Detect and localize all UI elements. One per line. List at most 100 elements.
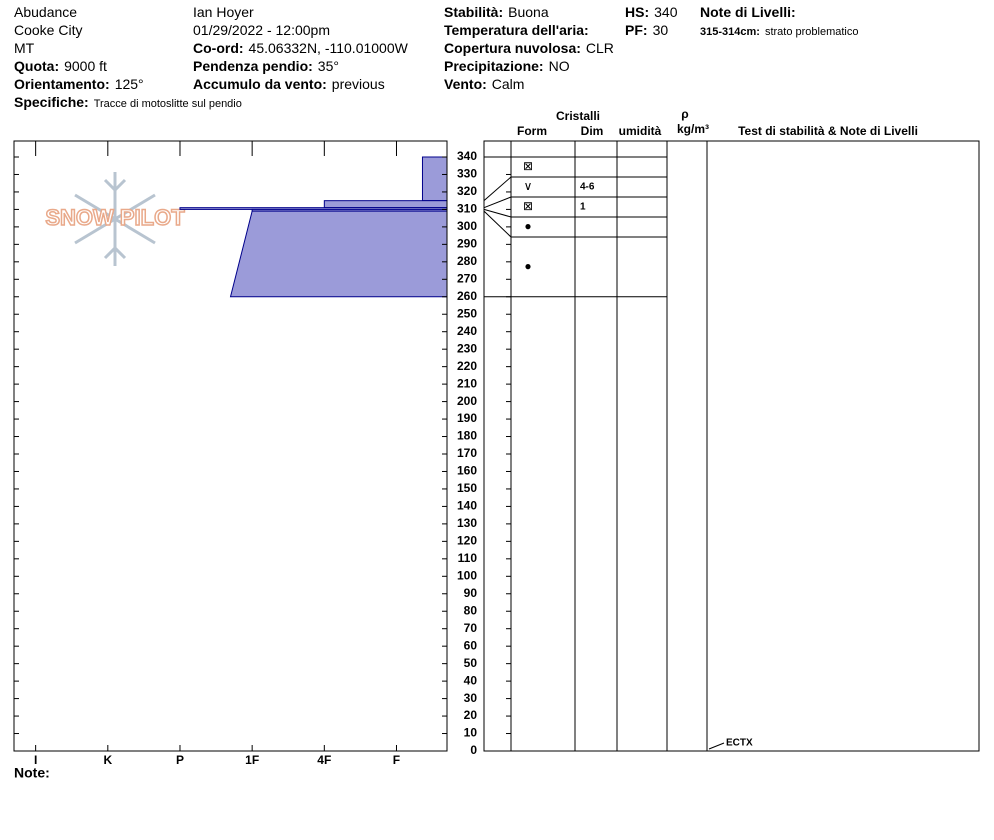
y-tick-label: 300 [457,219,477,233]
table-header: Test di stabilità & Note di Livelli [738,124,918,138]
header-value: Cooke City [14,22,83,38]
table-frame [483,140,980,752]
header-field: Note di Livelli: [700,4,801,20]
header-label: 315-314cm: [700,26,760,38]
y-tick-label: 220 [457,359,477,373]
table-header: Form [517,124,547,138]
header-label: Quota: [14,58,60,74]
header-value: 340 [654,4,678,20]
y-tick-label: 150 [457,481,477,495]
header-label: Specifiche: [14,94,89,110]
header-label: HS: [625,4,650,20]
header-field: PF: 30 [625,22,668,38]
layer-size: 4-6 [580,182,595,193]
y-tick-label: 20 [464,708,478,722]
note-label: Note: [14,765,50,781]
header-field: Orientamento: 125° [14,76,144,92]
header-value: CLR [585,40,614,56]
y-tick-label: 330 [457,167,477,181]
y-tick-label: 40 [464,673,478,687]
header-label: Accumulo da vento: [193,76,327,92]
header-label: Temperatura dell'aria: [444,22,589,38]
header-field: Precipitazione: NO [444,58,570,74]
header-label: Pendenza pendio: [193,58,313,74]
header-label: Note di Livelli: [700,4,796,20]
table-header: Cristalli [556,109,600,123]
header-field: Quota: 9000 ft [14,58,107,74]
y-tick-label: 320 [457,184,477,198]
layer-connector [483,196,512,209]
y-tick-label: 90 [464,586,478,600]
x-tick-label: K [103,753,112,767]
y-tick-label: 230 [457,341,477,355]
header-field: Pendenza pendio: 35° [193,58,339,74]
x-tick-label: 4F [317,753,331,767]
x-tick-label: F [393,753,400,767]
logo-text: SNOW PILOT [45,205,185,230]
header-value: Ian Hoyer [193,4,254,20]
header-value: 9000 ft [64,58,107,74]
y-tick-label: 290 [457,237,477,251]
header-value: MT [14,40,35,56]
y-tick-label: 0 [470,743,477,757]
y-tick-label: 250 [457,306,477,320]
y-tick-label: 100 [457,568,477,582]
x-tick-label: I [34,753,37,767]
y-tick-label: 120 [457,534,477,548]
y-tick-label: 170 [457,446,477,460]
y-tick-label: 10 [464,726,478,740]
header-value: Calm [491,76,525,92]
layer-form: ● [524,259,531,273]
y-tick-label: 280 [457,254,477,268]
layer-form: ⊠ [523,159,533,173]
table-header: ρ [681,107,688,121]
layer-bar [229,210,448,298]
header-field: Ian Hoyer [193,4,254,20]
layer-size: 1 [580,202,586,213]
header-field: Abudance [14,4,77,20]
y-tick-label: 50 [464,656,478,670]
y-tick-label: 70 [464,621,478,635]
header-label: Orientamento: [14,76,110,92]
test-label: ECTX [726,738,753,749]
header-label: Copertura nuvolosa: [444,40,581,56]
y-tick-label: 140 [457,499,477,513]
header-value: 125° [114,76,144,92]
header-value: 35° [317,58,339,74]
header-label: Precipitazione: [444,58,544,74]
layer-connector [483,210,512,238]
y-tick-label: 210 [457,376,477,390]
layer-bar [421,156,448,202]
header-value: previous [331,76,385,92]
header-value: Buona [508,4,549,20]
header-field: HS: 340 [625,4,677,20]
header-label: Vento: [444,76,487,92]
table-header: umidità [619,124,662,138]
y-tick-label: 60 [464,638,478,652]
layer-connector [483,208,512,218]
table-header: Dim [581,124,604,138]
y-tick-label: 160 [457,464,477,478]
x-tick-label: 1F [245,753,259,767]
y-tick-label: 200 [457,394,477,408]
table-header: kg/m³ [677,122,709,136]
y-tick-label: 240 [457,324,477,338]
header-field: MT [14,40,34,56]
header-label: Co-ord: [193,40,244,56]
header-value: Abudance [14,4,78,20]
header-value: 01/29/2022 - 12:00pm [193,22,330,38]
header-value: Tracce di motoslitte sul pendio [93,98,242,110]
test-arrow [708,742,725,750]
y-tick-label: 190 [457,411,477,425]
header-field: Stabilità: Buona [444,4,549,20]
y-tick-label: 80 [464,603,478,617]
header-value: NO [548,58,570,74]
logo-snowflake [74,172,156,266]
layer-connector [483,176,512,202]
layer-form: ⊠ [523,199,533,213]
header-label: Stabilità: [444,4,504,20]
y-tick-label: 310 [457,202,477,216]
header-field: Cooke City [14,22,82,38]
header-field: 315-314cm: strato problematico [700,22,858,40]
